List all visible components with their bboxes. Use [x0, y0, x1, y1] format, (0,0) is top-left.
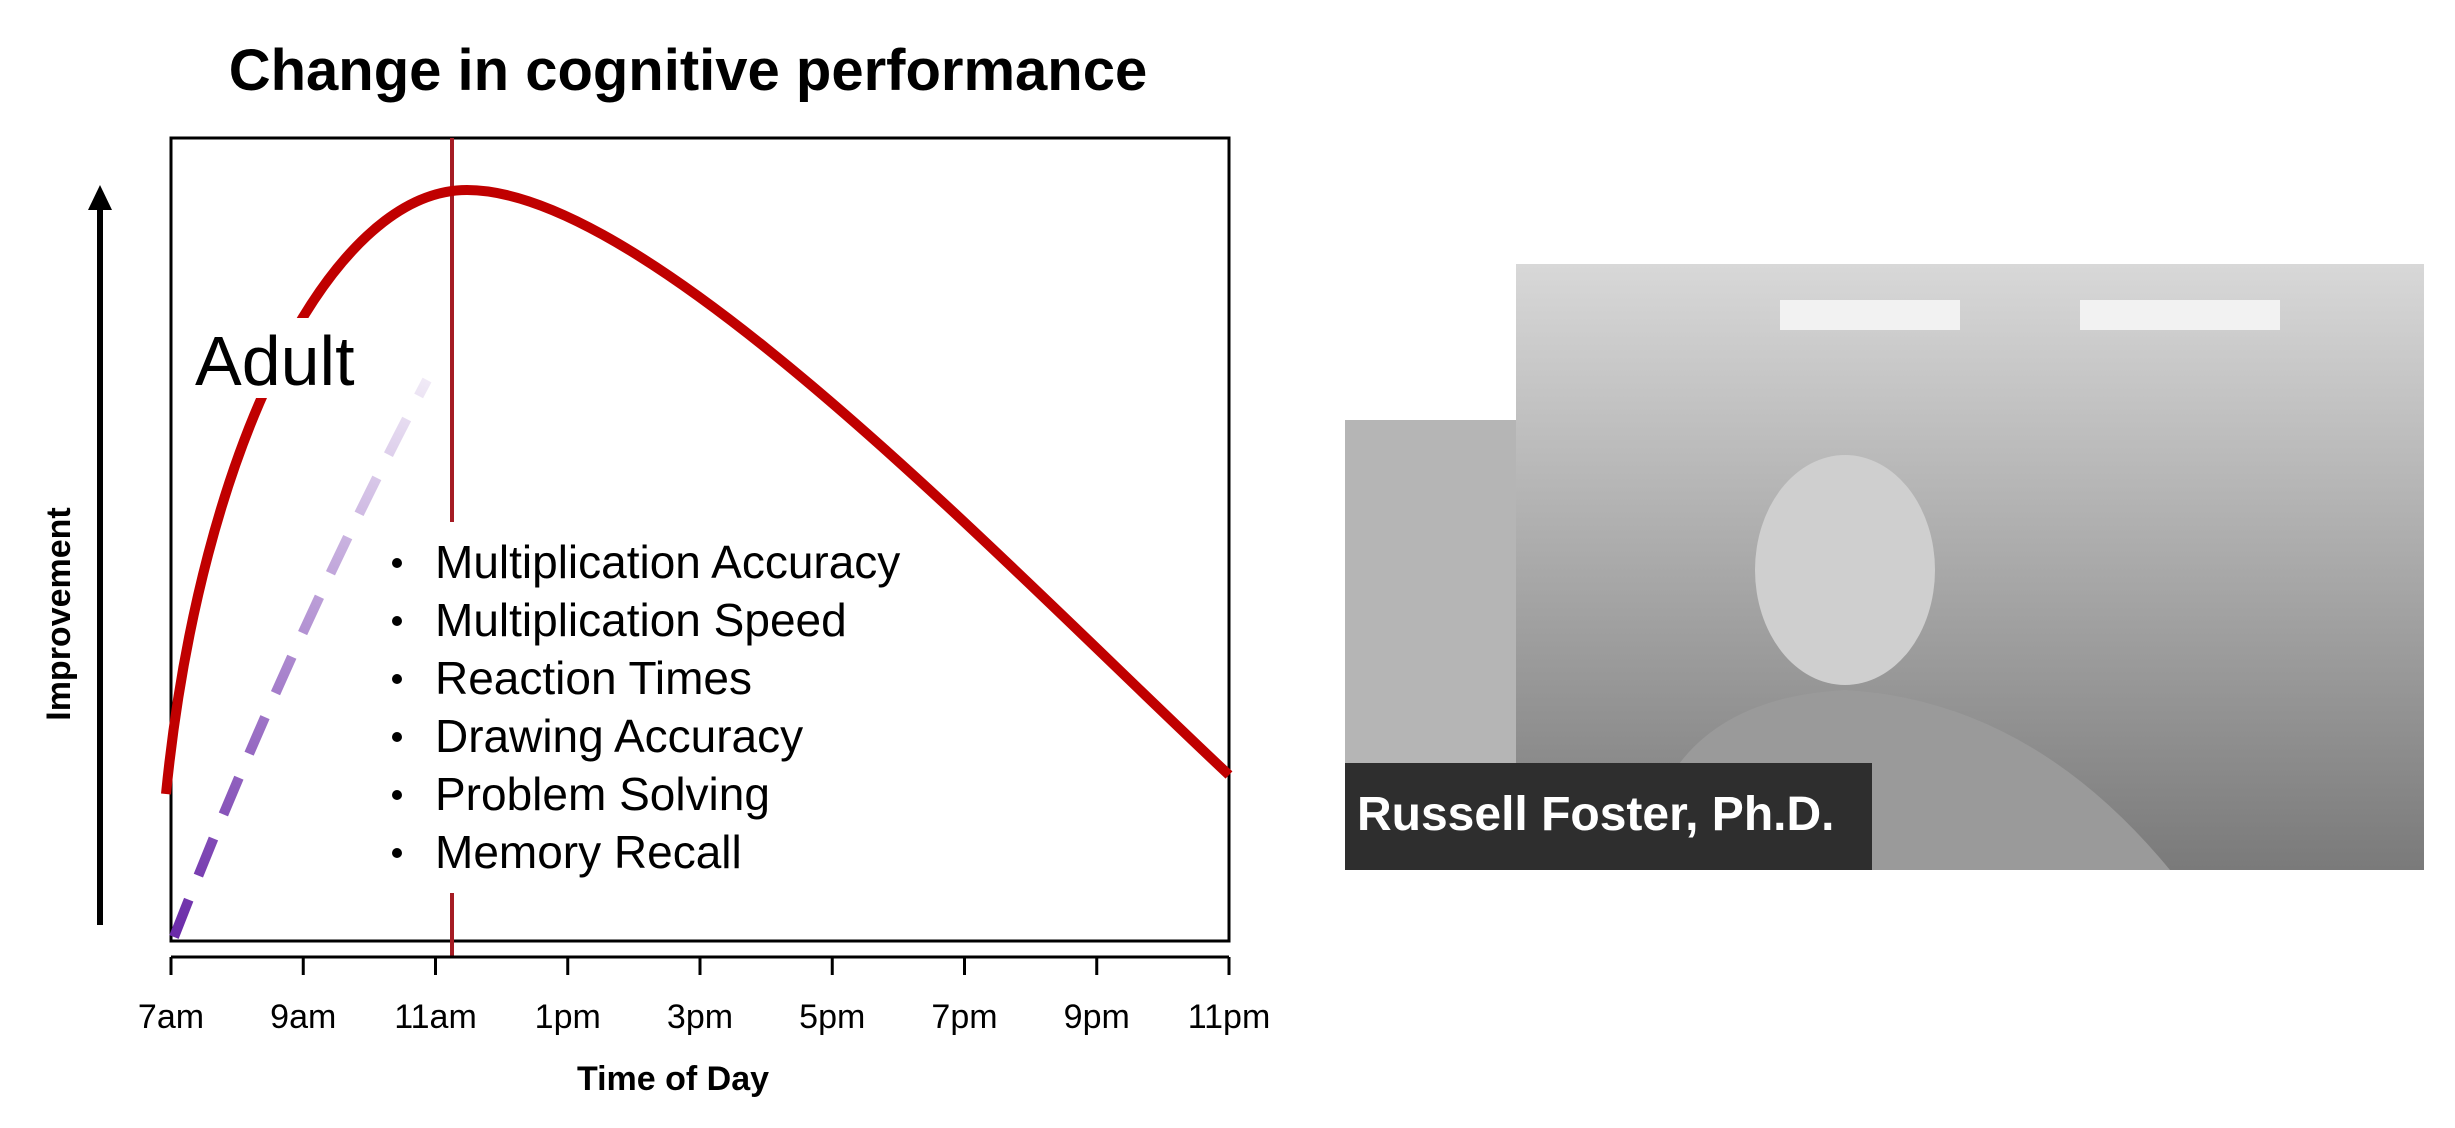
dashed-curve: [169, 377, 432, 939]
x-tick-label: 11pm: [1188, 998, 1271, 1036]
bullet-dot: [392, 674, 402, 684]
y-axis-label: Improvement: [40, 507, 78, 721]
x-axis-label: Time of Day: [577, 1060, 769, 1098]
chart-title: Change in cognitive performance: [229, 38, 1148, 103]
bullet-dot: [392, 848, 402, 858]
plot-frame: [169, 136, 1231, 943]
x-axis: 7am 9am 11am 1pm 3pm 5pm 7pm 9pm 11pm: [138, 955, 1271, 1036]
video: Russell Foster, Ph.D.: [1345, 264, 2424, 870]
bullet-dot: [392, 558, 402, 568]
label-bg: [190, 318, 365, 398]
x-tick-label: 11am: [394, 998, 477, 1036]
bullet-text: Reaction Times: [435, 652, 752, 704]
curve-label: Adult: [195, 322, 355, 400]
x-tick-label: 5pm: [799, 998, 865, 1036]
x-tick-label: 9pm: [1064, 998, 1130, 1036]
bullet-text: Memory Recall: [435, 826, 742, 878]
bullet-list: Multiplication Accuracy Multiplication Sp…: [392, 536, 900, 878]
bullet-dot: [392, 616, 402, 626]
bullet-dot: [392, 732, 402, 742]
caption-bg: [1345, 763, 1872, 870]
x-tick-label: 7pm: [931, 998, 997, 1036]
light: [1780, 300, 1960, 330]
bullet-text: Drawing Accuracy: [435, 710, 803, 762]
x-tick-label: 7am: [138, 998, 204, 1036]
bullet-text: Multiplication Speed: [435, 594, 847, 646]
arrow-head: [88, 185, 112, 210]
light: [2080, 300, 2280, 330]
video-caption: Russell Foster, Ph.D.: [1357, 788, 1834, 841]
adult-curve: [161, 184, 1233, 795]
x-tick-label: 9am: [270, 998, 336, 1036]
x-tick-label: 1pm: [535, 998, 601, 1036]
x-tick-label: 3pm: [667, 998, 733, 1036]
person-head: [1755, 455, 1935, 685]
bullet-text: Problem Solving: [435, 768, 770, 820]
bullet-text: Multiplication Accuracy: [435, 536, 900, 588]
bullet-dot: [392, 790, 402, 800]
